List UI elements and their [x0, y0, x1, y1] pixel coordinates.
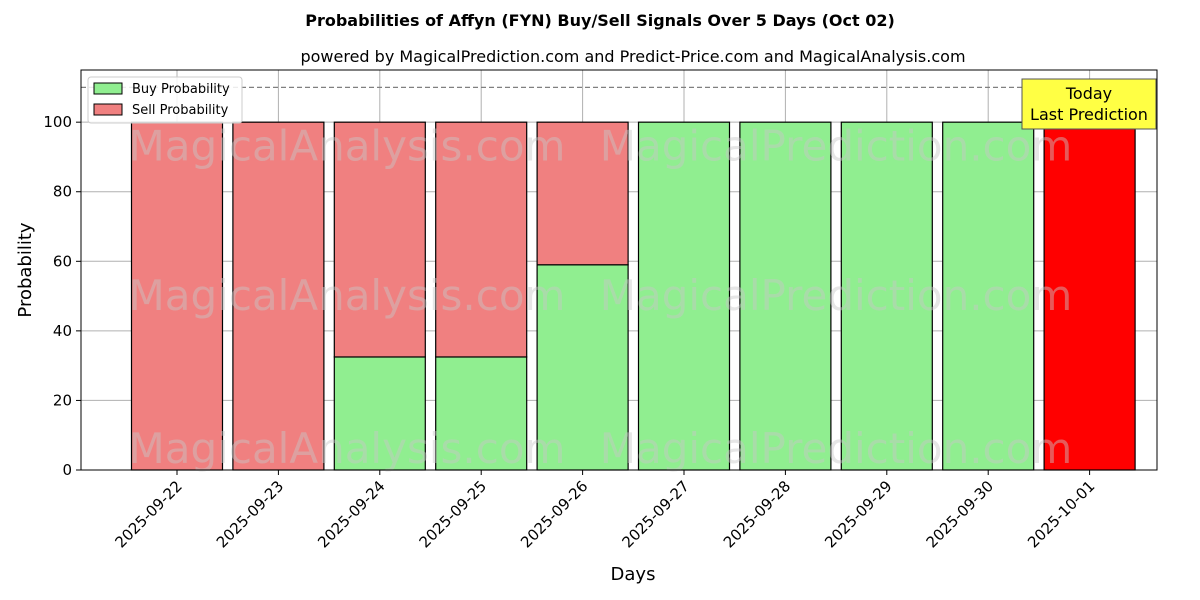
bar-sell: [435, 121, 528, 358]
chart-subtitle: powered by MagicalPrediction.com and Pre…: [300, 47, 965, 66]
watermark-text: MagicalAnalysis.com: [129, 271, 566, 320]
y-tick-label: 100: [43, 113, 72, 131]
bar-buy: [840, 121, 933, 471]
bar-buy: [942, 121, 1035, 471]
chart-title: Probabilities of Affyn (FYN) Buy/Sell Si…: [305, 11, 895, 30]
bar-sell-highlight: [1043, 121, 1136, 471]
annotation-line-1: Today: [1065, 84, 1112, 103]
x-tick-label: 2025-09-28: [720, 477, 794, 551]
legend-swatch-buy: [93, 82, 123, 95]
legend: Buy Probability Sell Probability: [87, 76, 243, 124]
bar-sell: [536, 121, 629, 266]
x-tick-label: 2025-09-24: [314, 477, 388, 551]
x-tick-label: 2025-09-23: [213, 477, 287, 551]
legend-frame: [87, 76, 243, 124]
today-annotation: Today Last Prediction: [1021, 78, 1157, 130]
watermark-text: MagicalPrediction.com: [600, 271, 1073, 320]
legend-label-buy: Buy Probability: [132, 82, 230, 97]
x-axis: 2025-09-22 2025-09-23 2025-09-24 2025-09-25…: [111, 470, 1098, 551]
y-axis: 0 20 40 60 80 100: [43, 113, 81, 479]
bar-buy: [637, 121, 731, 471]
y-tick-label: 0: [62, 461, 72, 479]
bars: [130, 121, 1136, 471]
y-tick-label: 60: [53, 252, 72, 270]
y-tick-label: 80: [53, 183, 72, 201]
legend-label-sell: Sell Probability: [132, 103, 229, 118]
x-tick-label: 2025-09-30: [923, 477, 997, 551]
x-tick-label: 2025-09-27: [618, 477, 692, 551]
bar-buy: [739, 121, 832, 471]
x-tick-label: 2025-09-25: [416, 477, 490, 551]
bar-buy: [536, 264, 629, 471]
x-tick-label: 2025-09-29: [821, 477, 895, 551]
x-tick-label: 2025-10-01: [1024, 477, 1098, 551]
annotation-line-2: Last Prediction: [1030, 105, 1148, 124]
watermark-text: MagicalPrediction.com: [600, 424, 1073, 473]
watermark-text: MagicalAnalysis.com: [129, 424, 566, 473]
legend-swatch-sell: [93, 103, 123, 116]
watermark-text: MagicalAnalysis.com: [129, 122, 566, 171]
annotation-box: [1021, 78, 1157, 130]
plot-frame: [80, 69, 1158, 471]
watermark-text: MagicalPrediction.com: [600, 122, 1073, 171]
y-axis-label: Probability: [15, 222, 36, 317]
x-tick-label: 2025-09-22: [111, 477, 185, 551]
x-axis-label: Days: [611, 564, 656, 585]
y-tick-label: 40: [53, 322, 72, 340]
x-tick-label: 2025-09-26: [517, 477, 591, 551]
y-tick-label: 20: [53, 391, 72, 409]
watermarks: MagicalAnalysis.com MagicalPrediction.com…: [129, 122, 1073, 474]
bar-buy: [435, 356, 528, 471]
bar-sell: [333, 121, 426, 358]
bar-sell: [130, 121, 224, 471]
